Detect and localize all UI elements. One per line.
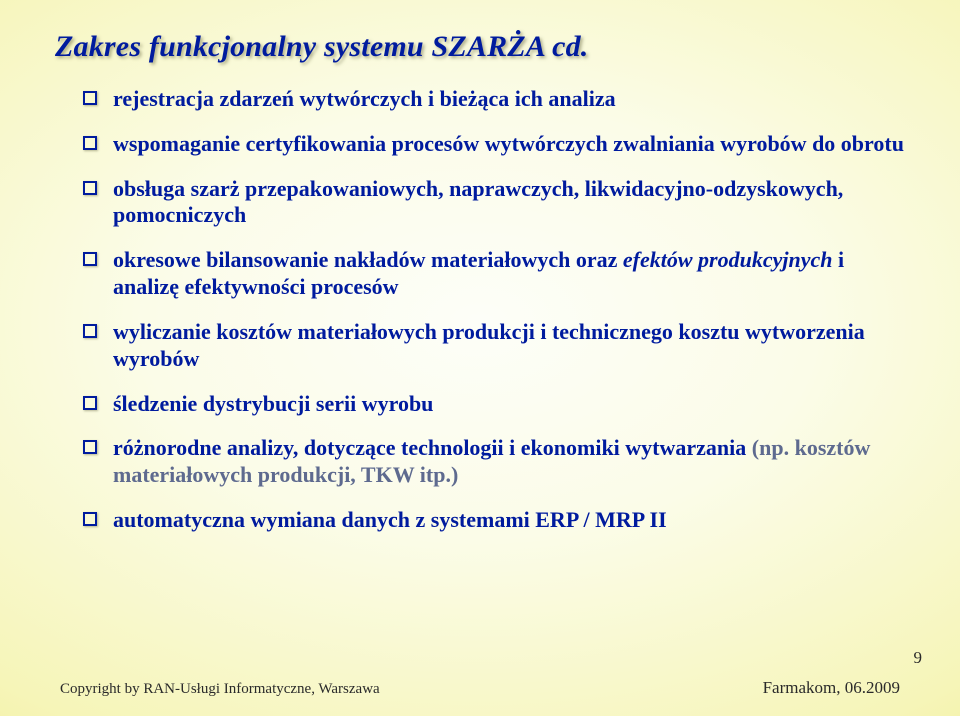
bullet-text: wspomaganie certyfikowania procesów wytw… — [113, 131, 904, 156]
bullet-text: śledzenie dystrybucji serii wyrobu — [113, 391, 433, 416]
bullet-text: rejestracja zdarzeń wytwórczych i bieżąc… — [113, 86, 616, 111]
list-item: rejestracja zdarzeń wytwórczych i bieżąc… — [83, 86, 905, 113]
bullet-text: obsługa szarż przepakowaniowych, naprawc… — [113, 176, 843, 228]
footer-copyright: Copyright by RAN-Usługi Informatyczne, W… — [60, 681, 380, 698]
list-item: śledzenie dystrybucji serii wyrobu — [83, 391, 905, 418]
list-item: wyliczanie kosztów materiałowych produkc… — [83, 319, 905, 373]
slide: Zakres funkcjonalny systemu SZARŻA cd. r… — [0, 0, 960, 716]
list-item: automatyczna wymiana danych z systemami … — [83, 507, 905, 534]
bullet-list: rejestracja zdarzeń wytwórczych i bieżąc… — [83, 86, 905, 534]
bullet-text-prefix: różnorodne analizy, dotyczące technologi… — [113, 435, 752, 460]
list-item: wspomaganie certyfikowania procesów wytw… — [83, 131, 905, 158]
bullet-text: wyliczanie kosztów materiałowych produkc… — [113, 319, 865, 371]
bullet-text-emph: efektów produkcyjnych — [623, 247, 833, 272]
list-item: różnorodne analizy, dotyczące technologi… — [83, 435, 905, 489]
slide-title: Zakres funkcjonalny systemu SZARŻA cd. — [55, 30, 905, 64]
list-item: obsługa szarż przepakowaniowych, naprawc… — [83, 176, 905, 230]
footer-event: Farmakom, 06.2009 — [763, 678, 900, 698]
list-item: okresowe bilansowanie nakładów materiało… — [83, 247, 905, 301]
page-number: 9 — [914, 648, 923, 668]
bullet-text: automatyczna wymiana danych z systemami … — [113, 507, 667, 532]
bullet-text-prefix: okresowe bilansowanie nakładów materiało… — [113, 247, 623, 272]
